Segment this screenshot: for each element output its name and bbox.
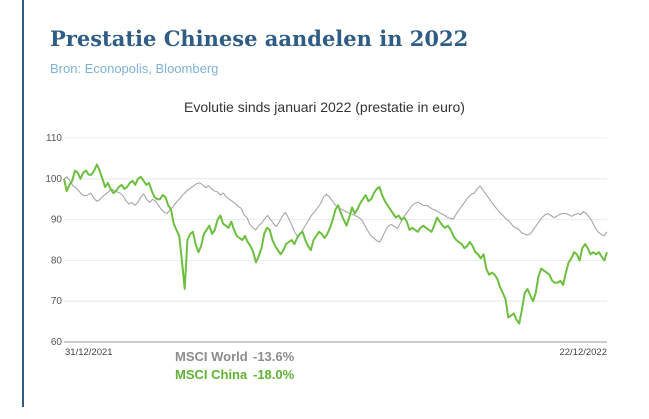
legend-value-msci-china: -18.0% <box>253 367 295 382</box>
legend-label-msci-world: MSCI World <box>175 349 248 364</box>
x-tick-label-end: 22/12/2022 <box>559 347 607 358</box>
legend-label-msci-china: MSCI China <box>175 367 248 382</box>
y-tick-label: 60 <box>51 337 63 348</box>
y-tick-label: 90 <box>51 215 63 226</box>
legend-item-msci-china: MSCI China -18.0% <box>175 367 294 382</box>
chart-title: Evolutie sinds januari 2022 (prestatie i… <box>184 99 465 115</box>
series-line-msci-world <box>63 176 608 243</box>
y-tick-label: 70 <box>51 296 63 307</box>
y-tick-label: 80 <box>51 255 63 266</box>
series-line-msci-china <box>63 163 608 325</box>
y-tick-label: 100 <box>45 174 62 185</box>
legend-value-msci-world: -13.6% <box>253 349 295 364</box>
accent-bar <box>22 0 24 407</box>
y-tick-label: 110 <box>46 133 62 144</box>
source-note: Bron: Econopolis, Bloomberg <box>50 61 219 76</box>
page-title: Prestatie Chinese aandelen in 2022 <box>50 26 469 51</box>
legend-item-msci-world: MSCI World -13.6% <box>175 349 294 364</box>
x-tick-label-start: 31/12/2021 <box>65 347 113 358</box>
